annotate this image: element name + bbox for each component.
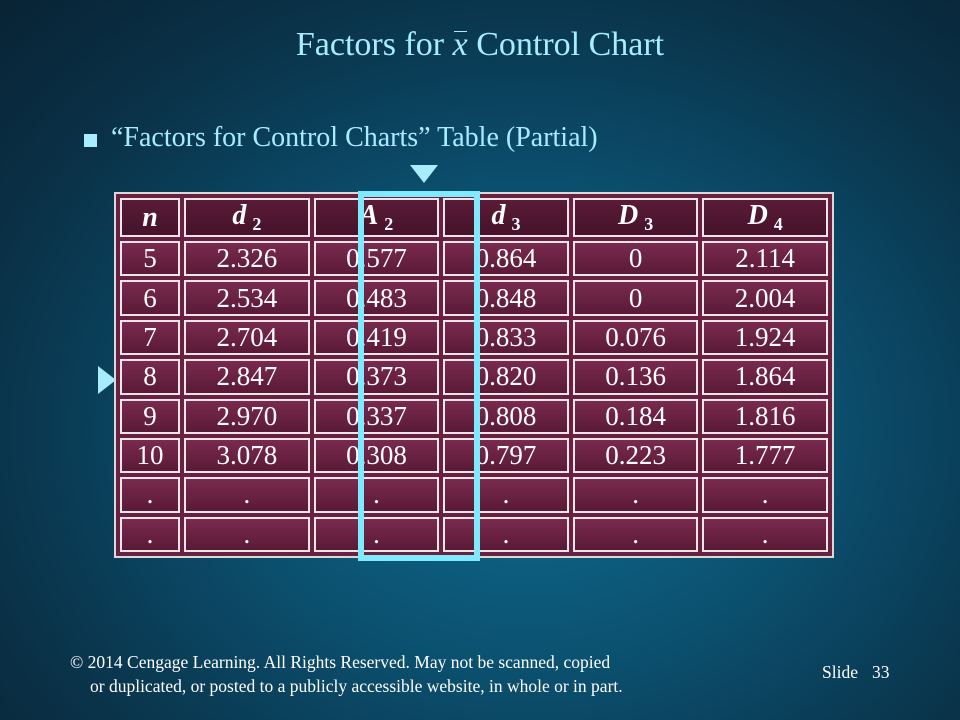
table-cell: 2.970 — [184, 398, 310, 434]
table-cell: . — [184, 516, 310, 552]
x-bar-symbol: x — [452, 26, 468, 63]
table-cell: 9 — [120, 398, 181, 434]
copyright-line-1: © 2014 Cengage Learning. All Rights Rese… — [70, 652, 611, 672]
square-bullet-icon — [84, 133, 97, 147]
slide-number: Slide 33 — [822, 662, 889, 683]
table-cell: 1.777 — [702, 437, 828, 474]
table-cell: . — [313, 516, 440, 552]
table-cell: 10 — [120, 437, 181, 474]
table-cell: 0.864 — [443, 241, 569, 277]
table-cell: 1.924 — [702, 319, 828, 356]
table-row: 8 2.847 0.373 0.820 0.136 1.864 — [120, 359, 828, 395]
table-row: 6 2.534 0.483 0.848 0 2.004 — [120, 280, 828, 316]
table-cell: 0.076 — [572, 319, 699, 356]
header-n: n — [120, 198, 181, 237]
table-cell: 2.847 — [184, 359, 310, 395]
table-cell: 2.326 — [184, 241, 310, 277]
table-cell: 0 — [572, 280, 699, 316]
table-row: 10 3.078 0.308 0.797 0.223 1.777 — [120, 437, 828, 474]
table-row: 7 2.704 0.419 0.833 0.076 1.924 — [120, 319, 828, 356]
down-arrow-icon — [410, 165, 438, 183]
table-cell: 2.004 — [702, 280, 828, 316]
table-cell: . — [184, 477, 310, 513]
copyright-notice: © 2014 Cengage Learning. All Rights Rese… — [70, 650, 623, 698]
table-cell: 1.864 — [702, 359, 828, 395]
bullet-item: “Factors for Control Charts” Table (Part… — [84, 122, 598, 154]
table-cell: 0.184 — [572, 398, 699, 434]
table-cell: 5 — [120, 241, 181, 277]
table-cell: 0.577 — [313, 241, 440, 277]
table-cell: 0.223 — [572, 437, 699, 474]
bullet-text: “Factors for Control Charts” Table (Part… — [111, 122, 598, 153]
table-cell: . — [702, 477, 828, 513]
table-cell: 0.848 — [443, 280, 569, 316]
table-cell: 0.419 — [313, 319, 440, 356]
table-row: 9 2.970 0.337 0.808 0.184 1.816 — [120, 398, 828, 434]
table-cell: 0.136 — [572, 359, 699, 395]
table-cell: 0.483 — [313, 280, 440, 316]
table-cell: 7 — [120, 319, 181, 356]
table-cell: . — [443, 516, 569, 552]
table-cell: 3.078 — [184, 437, 310, 474]
table-cell: 2.704 — [184, 319, 310, 356]
table-row: . . . . . . — [120, 516, 828, 552]
table-row: . . . . . . — [120, 477, 828, 513]
table-cell: 6 — [120, 280, 181, 316]
table-cell: 0.833 — [443, 319, 569, 356]
table-cell: . — [702, 516, 828, 552]
table-cell: . — [572, 516, 699, 552]
table-cell: 0.337 — [313, 398, 440, 434]
table-cell: 0.373 — [313, 359, 440, 395]
table-cell: . — [443, 477, 569, 513]
table-cell: 1.816 — [702, 398, 828, 434]
table-cell: 0.308 — [313, 437, 440, 474]
slide-label: Slide — [822, 662, 858, 682]
table-cell: . — [313, 477, 440, 513]
slide-title: Factors for x Control Chart — [0, 26, 960, 64]
table-cell: . — [120, 477, 181, 513]
table-cell: . — [572, 477, 699, 513]
table-cell: . — [120, 516, 181, 552]
table-cell: 0 — [572, 241, 699, 277]
table-cell: 2.534 — [184, 280, 310, 316]
copyright-line-2: or duplicated, or posted to a publicly a… — [90, 676, 623, 696]
title-before: Factors for — [295, 26, 453, 63]
table-row: 5 2.326 0.577 0.864 0 2.114 — [120, 241, 828, 277]
right-arrow-icon — [98, 366, 116, 394]
table-cell: 0.808 — [443, 398, 569, 434]
table-cell: 2.114 — [702, 241, 828, 277]
table-cell: 8 — [120, 359, 181, 395]
table-cell: 0.820 — [443, 359, 569, 395]
slide-number-value: 33 — [871, 662, 890, 682]
title-after: Control Chart — [467, 26, 665, 63]
table-cell: 0.797 — [443, 437, 569, 474]
